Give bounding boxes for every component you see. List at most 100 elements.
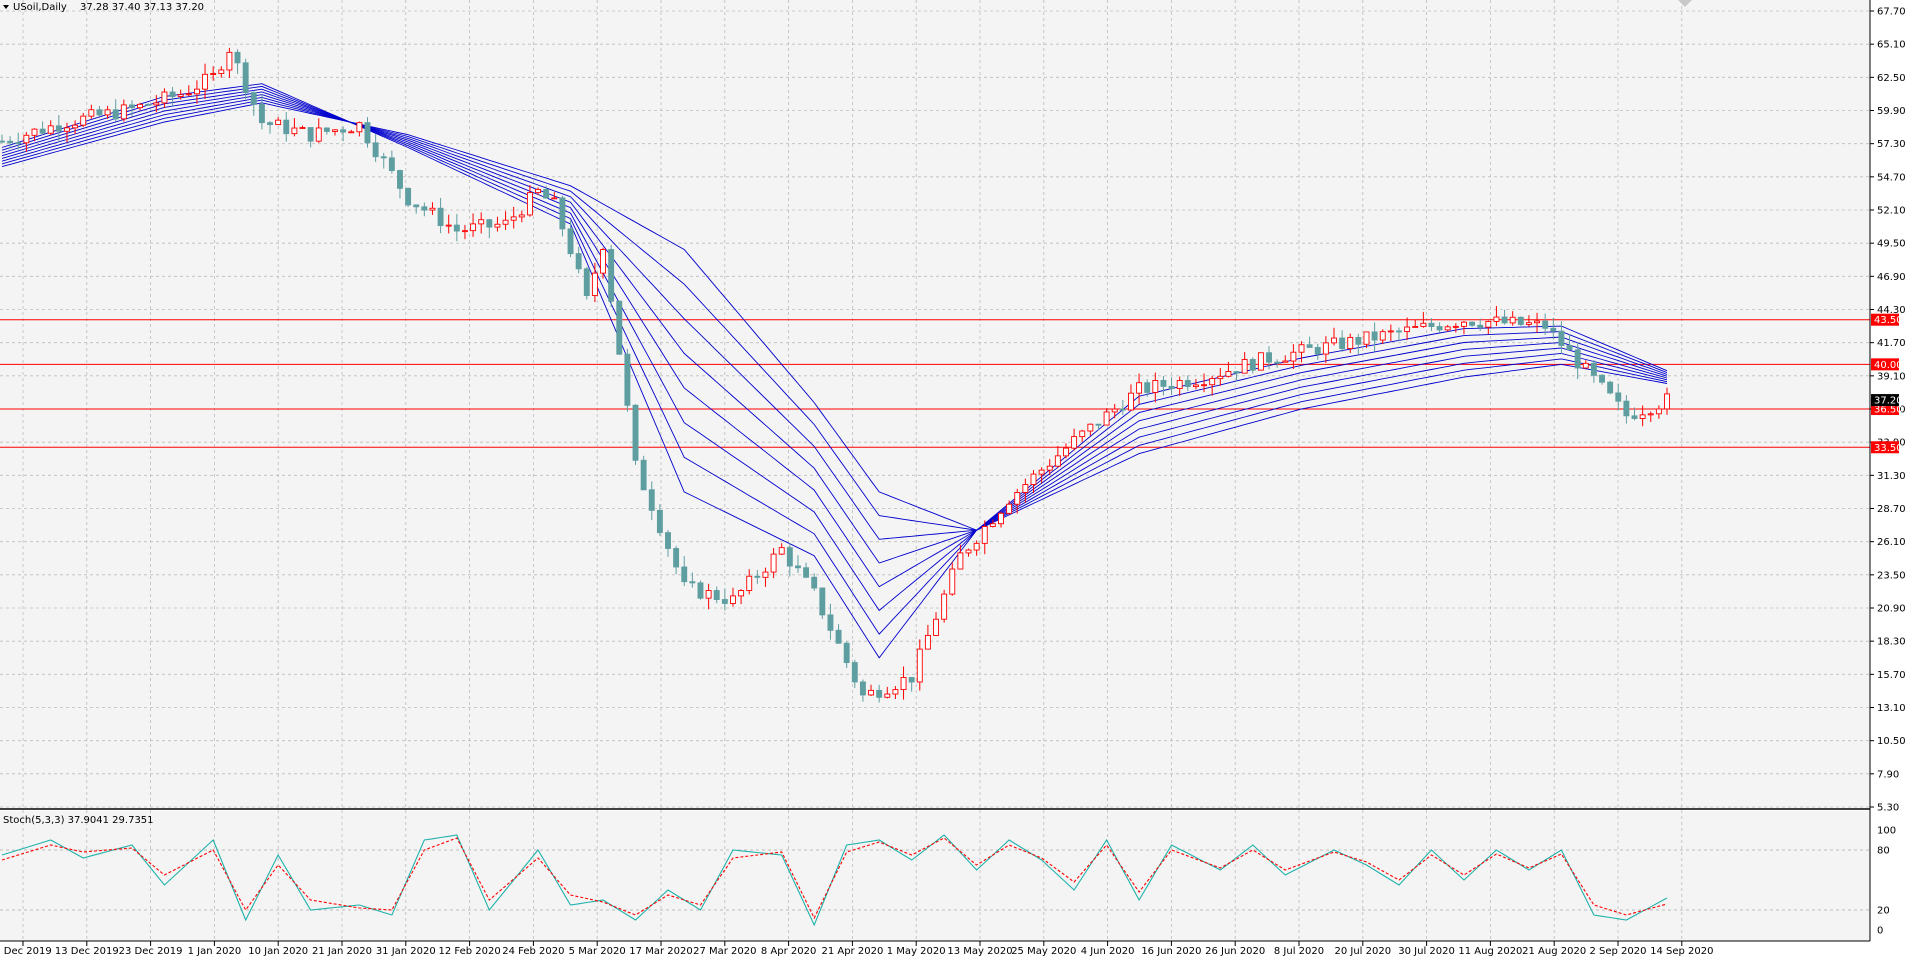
candle (1184, 375, 1191, 391)
time-tick-label: 5 Mar 2020 (569, 946, 626, 957)
candle (1006, 500, 1013, 515)
candle (112, 99, 119, 122)
time-tick-label: 11 Aug 2020 (1458, 946, 1522, 957)
candle (1387, 324, 1394, 342)
candle-body (429, 207, 436, 211)
level-label-bg (1871, 441, 1899, 454)
candle-body (1363, 331, 1370, 345)
price-tick-label: 52.10 (1877, 206, 1906, 217)
candle-body (1436, 326, 1443, 331)
candle-body (1274, 361, 1281, 364)
price-tick-label: 28.70 (1877, 504, 1906, 515)
candle-body (705, 590, 712, 599)
candle (616, 300, 623, 355)
candle-body (453, 224, 460, 232)
price-tick-label: 65.10 (1877, 40, 1906, 51)
time-tick-label: 17 Mar 2020 (629, 946, 692, 957)
candle-body (356, 122, 363, 133)
candle (1257, 352, 1264, 371)
candle-body (1217, 375, 1224, 380)
candle-body (624, 353, 631, 406)
candle (478, 212, 485, 234)
candle (1404, 317, 1411, 341)
candle (153, 95, 160, 113)
candle-body (120, 104, 127, 120)
candle (372, 134, 379, 162)
candle-body (502, 219, 509, 225)
time-tick-label: 4 Dec 2019 (0, 946, 52, 957)
candle (291, 118, 298, 137)
candle-body (1119, 408, 1126, 411)
candle-body (673, 548, 680, 568)
candle (803, 562, 810, 579)
title-bar: USoil,Daily 37.28 37.40 37.13 37.20 (3, 2, 204, 13)
candle-body (616, 300, 623, 355)
candle (47, 120, 54, 136)
candle-body (1022, 484, 1029, 493)
candle (551, 191, 558, 200)
candle-body (1136, 382, 1143, 394)
candle (770, 548, 777, 579)
time-tick-label: 4 Jun 2020 (1081, 946, 1135, 957)
candle-body (1493, 316, 1500, 322)
price-tick-label: 13.10 (1877, 703, 1906, 714)
candle (283, 112, 290, 142)
candle (957, 544, 964, 570)
candle-body (1006, 503, 1013, 514)
candle-body (104, 109, 111, 116)
candle-body (494, 223, 501, 228)
candle (1160, 376, 1167, 396)
candle (681, 556, 688, 587)
candle-body (445, 224, 452, 227)
dropdown-triangle-icon[interactable] (3, 5, 9, 9)
candle (267, 121, 273, 134)
candle-body (1347, 337, 1354, 350)
candle-body (1469, 321, 1476, 326)
candle-body (23, 134, 30, 144)
current-price-label: 37.20 (1874, 396, 1903, 407)
candle-body (372, 142, 379, 158)
candle-body (478, 219, 485, 225)
candle-body (843, 642, 850, 664)
candle-body (567, 228, 574, 255)
price-tick-label: 54.70 (1877, 172, 1906, 183)
candle-body (1054, 455, 1061, 467)
candle-body (169, 91, 176, 97)
candle-body (1404, 326, 1411, 332)
ma-ribbon-line (1, 99, 1668, 531)
candle (348, 129, 355, 134)
candle (1022, 478, 1029, 503)
candle (1517, 316, 1524, 326)
stochastic-oscillator (0, 834, 1870, 927)
candle (1590, 360, 1597, 383)
candle-body (275, 119, 282, 126)
candle-body (64, 127, 70, 132)
candle (786, 543, 793, 577)
candle (1119, 400, 1126, 415)
candle (1087, 423, 1094, 436)
candle (1217, 368, 1224, 386)
candle-body (1517, 316, 1524, 325)
time-tick-label: 12 Feb 2020 (438, 946, 500, 957)
candle-body (746, 575, 753, 591)
candle (868, 684, 874, 697)
stoch-level-label: 80 (1877, 846, 1890, 857)
shift-marker-icon[interactable] (1678, 0, 1692, 7)
candle-body (949, 568, 956, 595)
level-label-bg (1871, 313, 1899, 326)
candle (502, 211, 509, 231)
candle-body (608, 249, 615, 302)
candle (55, 115, 62, 143)
time-tick-label: 13 Dec 2019 (55, 946, 119, 957)
candle (567, 220, 574, 258)
candle-body (470, 223, 477, 232)
candle (933, 612, 939, 637)
candle-body (551, 197, 558, 200)
stoch-signal-line (1, 837, 1668, 920)
price-tick-label: 44.30 (1877, 305, 1906, 316)
candle (705, 583, 712, 610)
candle (1192, 379, 1199, 390)
candle-body (137, 103, 144, 109)
candle (470, 213, 477, 237)
